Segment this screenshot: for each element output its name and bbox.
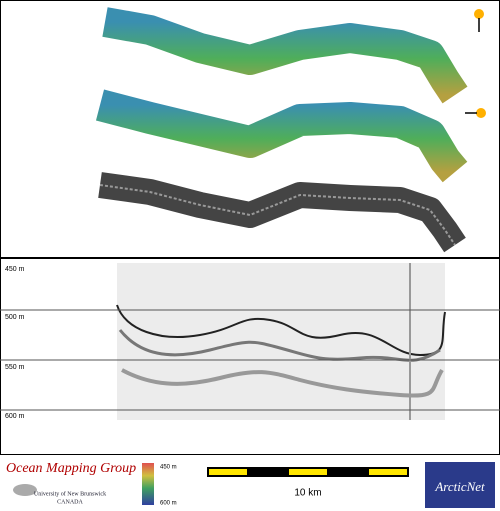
- scale-segment: [209, 469, 247, 475]
- university: University of New Brunswick: [34, 490, 106, 497]
- seafloor-reflector: [116, 304, 446, 357]
- depth-label: 450 m: [5, 266, 25, 273]
- colorbar-label: 450 m: [160, 465, 177, 471]
- sun-icon: [476, 108, 486, 118]
- depth-label: 500 m: [5, 314, 25, 321]
- swath-top: [102, 7, 468, 104]
- sub-reflector: [118, 329, 441, 362]
- swath-centerline: [99, 184, 456, 246]
- partner-logo: ArcticNet: [434, 479, 485, 494]
- colorbar: [142, 463, 154, 505]
- scale-segment: [369, 469, 407, 475]
- sub-reflector: [121, 368, 444, 398]
- scale-label: 10 km: [294, 488, 321, 499]
- group-name: Ocean Mapping Group: [6, 461, 136, 476]
- scale-segment: [289, 469, 327, 475]
- depth-label: 550 m: [5, 364, 25, 371]
- sun-icon: [474, 9, 484, 19]
- country: CANADA: [57, 499, 83, 505]
- colorbar-label: 600 m: [160, 501, 177, 507]
- depth-label: 600 m: [5, 413, 25, 420]
- partner-logo-box: [425, 462, 495, 508]
- swath-middle: [95, 89, 468, 183]
- group-logo: [13, 484, 37, 496]
